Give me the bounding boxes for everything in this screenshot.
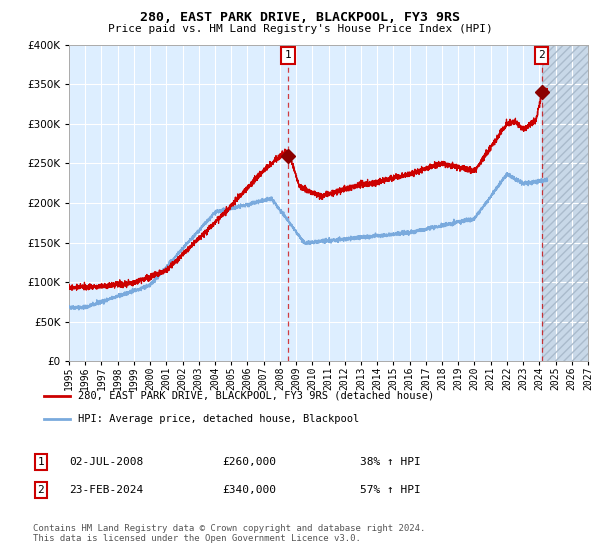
Text: 2: 2 (37, 485, 44, 495)
Text: 1: 1 (284, 50, 292, 60)
Text: Contains HM Land Registry data © Crown copyright and database right 2024.
This d: Contains HM Land Registry data © Crown c… (33, 524, 425, 543)
Text: 1: 1 (37, 457, 44, 467)
Text: 2: 2 (538, 50, 545, 60)
Text: £340,000: £340,000 (222, 485, 276, 495)
Text: HPI: Average price, detached house, Blackpool: HPI: Average price, detached house, Blac… (78, 414, 359, 424)
Text: 57% ↑ HPI: 57% ↑ HPI (360, 485, 421, 495)
Text: 280, EAST PARK DRIVE, BLACKPOOL, FY3 9RS: 280, EAST PARK DRIVE, BLACKPOOL, FY3 9RS (140, 11, 460, 24)
Text: 38% ↑ HPI: 38% ↑ HPI (360, 457, 421, 467)
Text: 02-JUL-2008: 02-JUL-2008 (69, 457, 143, 467)
Text: Price paid vs. HM Land Registry's House Price Index (HPI): Price paid vs. HM Land Registry's House … (107, 24, 493, 34)
Bar (542, 45, 588, 361)
Text: £260,000: £260,000 (222, 457, 276, 467)
Bar (542, 45, 588, 361)
Text: 280, EAST PARK DRIVE, BLACKPOOL, FY3 9RS (detached house): 280, EAST PARK DRIVE, BLACKPOOL, FY3 9RS… (78, 391, 434, 401)
Text: 23-FEB-2024: 23-FEB-2024 (69, 485, 143, 495)
